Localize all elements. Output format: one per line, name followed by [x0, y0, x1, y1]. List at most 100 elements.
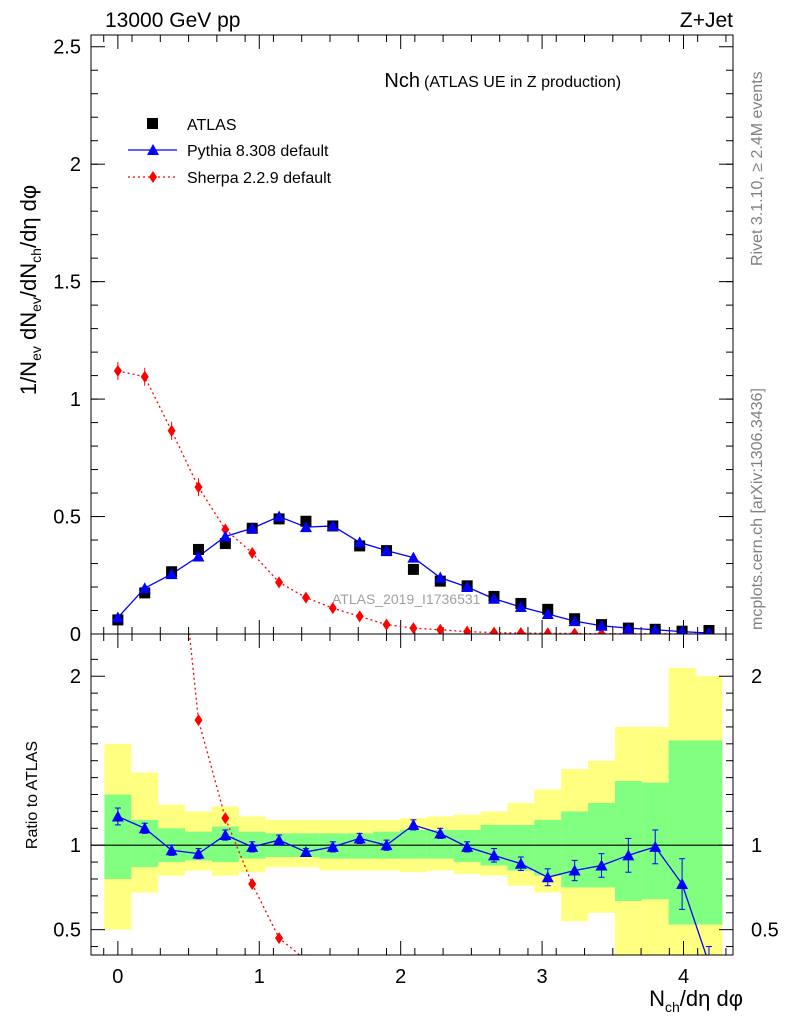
pythia-point [380, 544, 393, 556]
pythia-point [514, 600, 527, 612]
ratio-sherpa-point [248, 878, 257, 891]
ratio-pythia-point [273, 834, 286, 846]
main-subtitle-text: (ATLAS UE in Z production) [424, 74, 621, 91]
legend-sherpa-marker [149, 171, 157, 183]
ratio-pythia-point [219, 829, 232, 841]
ratio-ylabel: Ratio to ATLAS [24, 741, 41, 849]
sherpa-point [221, 523, 230, 536]
ratio-ytick-label: 0.5 [53, 920, 81, 942]
sherpa-point [516, 627, 525, 634]
ratio-sherpa-point [329, 968, 337, 980]
ratio-pythia-point [703, 957, 715, 968]
pythia-point [219, 530, 232, 542]
legend-label: ATLAS [187, 117, 237, 134]
sherpa-point [597, 627, 606, 634]
ratio-pythia-point [165, 844, 178, 856]
ratio-pythia-point [246, 840, 259, 852]
pythia-point [246, 522, 259, 534]
sherpa-point [463, 625, 472, 634]
ratio-plot-area [91, 457, 733, 1002]
pythia-point [273, 510, 286, 522]
legend-label: Pythia 8.308 default [187, 143, 329, 160]
ratio-pythia-point [568, 864, 581, 876]
legend-atlas-marker [147, 118, 158, 129]
pythia-point [299, 521, 312, 533]
ratio-sherpa-point [221, 812, 230, 825]
pythia-point [353, 536, 366, 548]
green-band-bin [399, 829, 427, 859]
pythia-point [649, 623, 661, 634]
ratio-pythia-point [461, 840, 474, 852]
ratio-pythia-point [434, 827, 447, 839]
pythia-point [165, 568, 178, 580]
ratio-pythia-point [353, 832, 366, 844]
rivet-label: Rivet 3.1.10, ≥ 2.4M events [749, 71, 766, 266]
pythia-point [622, 622, 635, 634]
main-ytick-label: 1.5 [53, 272, 81, 294]
pythia-point [407, 551, 420, 563]
ratio-sherpa-point [275, 932, 284, 945]
pythia-point [326, 519, 339, 531]
x-tick-label: 4 [678, 966, 689, 988]
ratio-pythia-point [541, 871, 554, 883]
ratio-pythia-point [622, 849, 635, 861]
pythia-point [541, 608, 554, 620]
main-title: Nch (ATLAS UE in Z production) [384, 70, 621, 92]
pythia-point [595, 619, 608, 631]
ratio-ytick-label: 1 [70, 835, 81, 857]
main-panel: ATLAS_2019_I1736531 0 0.5 1 1.5 2 2.5 ATLAS Pyth… [53, 34, 734, 646]
sherpa-point [355, 610, 364, 623]
green-band-bin [534, 819, 562, 876]
ratio-pythia-point [192, 847, 205, 859]
sherpa-point [248, 546, 257, 559]
sherpa-point [382, 618, 391, 631]
ratio-ytick-label: 2 [70, 666, 81, 688]
sherpa-point [275, 576, 284, 589]
main-title-text: Nch [384, 70, 420, 92]
ratio-ytick-label-right: 0.5 [751, 920, 779, 942]
legend-pythia-marker [147, 144, 159, 155]
pythia-point [461, 581, 474, 593]
pythia-point [677, 625, 687, 634]
sherpa-point [301, 591, 310, 604]
ratio-pythia-point [649, 840, 662, 852]
sherpa-point [409, 622, 418, 634]
mcplots-label: mcplots.cern.ch [arXiv:1306.3436] [749, 388, 766, 630]
x-axis-label: Nch/dη dφ [649, 986, 743, 1015]
watermark: ATLAS_2019_I1736531 [332, 591, 481, 607]
main-ytick-label: 0.5 [53, 507, 81, 529]
x-tick-label: 1 [254, 966, 265, 988]
pythia-point [568, 615, 581, 627]
legend: ATLAS Pythia 8.308 default Sherpa 2.2.9 de… [128, 117, 332, 187]
legend-label: Sherpa 2.2.9 default [187, 170, 332, 187]
pythia-point [705, 627, 713, 634]
ratio-ytick-label-right: 1 [751, 835, 762, 857]
ratio-pythia-point [488, 849, 501, 861]
ratio-pythia-point [138, 822, 151, 834]
main-ylabel: 1/Nev dNev/dNch/dη dφ [16, 185, 44, 395]
ratio-panel: 0.5 0.5 1 1 2 2 0 1 2 3 4 [53, 457, 779, 1002]
main-ytick-label: 0 [70, 624, 81, 646]
ratio-sherpa-point [168, 457, 176, 469]
ratio-sherpa-point [194, 714, 203, 727]
pythia-point [138, 582, 151, 594]
main-ytick-label: 2.5 [53, 37, 81, 59]
atlas-point [192, 543, 204, 555]
pythia-point [192, 550, 205, 562]
ratio-pythia-point [299, 845, 312, 857]
ratio-pythia-point [595, 859, 608, 871]
pythia-point [488, 592, 501, 604]
sherpa-point [543, 627, 552, 634]
energy-label: 13000 GeV pp [105, 9, 240, 32]
ratio-sherpa-point [383, 990, 391, 1002]
sherpa-point [570, 627, 579, 634]
ratio-pythia-point [676, 878, 689, 890]
atlas-point [219, 538, 231, 550]
green-band-bin [104, 794, 132, 879]
pythia-point [111, 611, 124, 623]
ratio-pythia-point [326, 840, 339, 852]
ratio-pythia-point [380, 839, 393, 851]
atlas-point [407, 563, 419, 575]
x-tick-label: 0 [112, 966, 123, 988]
